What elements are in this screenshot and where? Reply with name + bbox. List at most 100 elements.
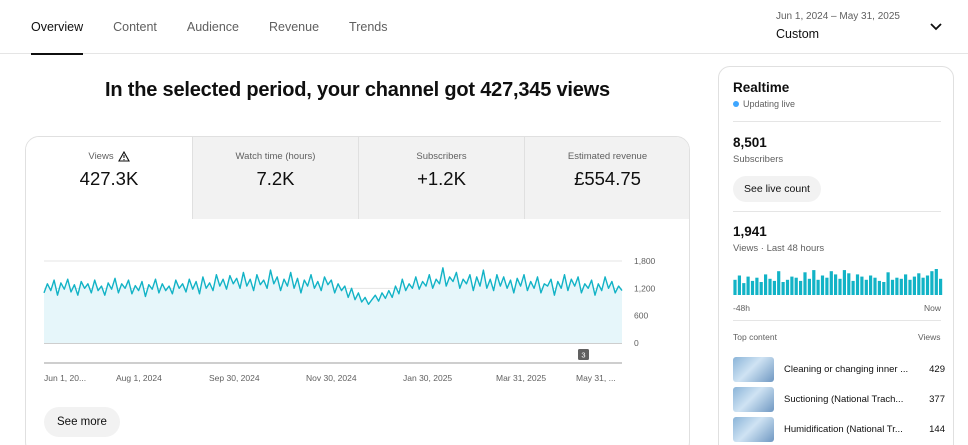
video-title: Suctioning (National Trach... [784, 393, 904, 405]
metric-value: 7.2K [256, 168, 295, 189]
video-views: 144 [929, 423, 945, 435]
realtime-bar [777, 271, 781, 295]
subscriber-count: 8,501 [733, 135, 767, 150]
realtime-bar [847, 273, 851, 295]
live-status-text: Updating live [743, 99, 796, 109]
metric-tabs: Views 427.3K Watch time (hours) 7.2K Sub… [26, 137, 689, 219]
realtime-bar [829, 271, 833, 295]
realtime-bar [812, 270, 816, 295]
top-content-label: Top content [733, 332, 777, 342]
see-more-button[interactable]: See more [44, 407, 120, 437]
x-tick-label: Sep 30, 2024 [209, 373, 260, 383]
views-series-line [43, 267, 623, 305]
realtime-views-count: 1,941 [733, 224, 767, 239]
annotation-marker [578, 349, 589, 360]
realtime-views-label: Views · Last 48 hours [733, 243, 825, 254]
video-thumbnail [733, 386, 774, 412]
metric-estimated-revenue[interactable]: Estimated revenue £554.75 [524, 137, 689, 219]
x-tick-label: Jan 30, 2025 [403, 373, 452, 383]
realtime-bar [737, 275, 741, 295]
chevron-down-icon[interactable] [928, 18, 944, 34]
realtime-title: Realtime [733, 80, 790, 95]
views-line-chart: 0 600 1,200 1,800 3 Jun 1, 20... Aug 1, 2024 Se… [43, 256, 656, 383]
realtime-bar [759, 282, 763, 295]
views-area [44, 267, 622, 343]
realtime-bar [908, 279, 912, 295]
realtime-bar [785, 279, 790, 295]
realtime-bar [768, 278, 772, 295]
realtime-bar [746, 276, 750, 295]
video-thumbnail [733, 416, 774, 442]
realtime-bar [764, 274, 768, 295]
realtime-bar [930, 271, 934, 295]
metric-watch-time[interactable]: Watch time (hours) 7.2K [192, 137, 358, 219]
realtime-bar [742, 283, 746, 295]
realtime-bar [733, 279, 737, 295]
date-range-label: Custom [776, 27, 820, 41]
metric-subscribers[interactable]: Subscribers +1.2K [358, 137, 524, 219]
date-range-picker[interactable]: Jun 1, 2024 – May 31, 2025 Custom [776, 11, 900, 41]
realtime-bar [838, 278, 842, 295]
metric-label: Subscribers [416, 151, 467, 162]
realtime-bar [750, 280, 755, 295]
realtime-bar [807, 278, 811, 295]
video-thumbnail [733, 356, 774, 382]
axis-end-label: Now [924, 303, 942, 313]
warning-triangle-icon[interactable] [117, 151, 130, 162]
metric-value: £554.75 [574, 168, 641, 189]
realtime-bar [820, 275, 825, 295]
metric-label: Estimated revenue [567, 151, 648, 162]
metric-label: Views [88, 151, 114, 162]
metric-views[interactable]: Views 427.3K [26, 137, 192, 219]
realtime-bar [781, 282, 785, 295]
tab-content[interactable]: Content [113, 20, 157, 34]
realtime-bar [890, 279, 895, 295]
realtime-bar [869, 275, 873, 295]
video-views: 429 [929, 363, 945, 375]
realtime-bar [803, 272, 807, 295]
realtime-bar [790, 276, 794, 295]
realtime-bar [904, 274, 908, 295]
tab-revenue[interactable]: Revenue [269, 20, 320, 34]
realtime-bar [899, 278, 903, 295]
analytics-tab-bar: Overview Content Audience Revenue Trends… [0, 0, 968, 55]
metric-value: 427.3K [79, 168, 139, 189]
divider [733, 320, 941, 321]
realtime-bar [855, 274, 860, 295]
realtime-bar [934, 269, 938, 295]
see-live-count-button[interactable]: See live count [733, 176, 821, 202]
top-content-row[interactable]: Humidification (National Tr... 144 [733, 415, 945, 443]
y-tick-label: 1,200 [634, 283, 656, 293]
divider [733, 121, 941, 122]
x-tick-label: Aug 1, 2024 [116, 373, 162, 383]
views-column-label: Views [918, 332, 941, 342]
tab-overview[interactable]: Overview [31, 0, 84, 55]
realtime-bar [842, 270, 846, 295]
realtime-bar [939, 278, 943, 295]
y-tick-label: 1,800 [634, 256, 656, 266]
subscriber-label: Subscribers [733, 154, 784, 165]
realtime-bar [834, 274, 838, 295]
x-tick-label: May 31, ... [576, 373, 616, 383]
realtime-bar [882, 282, 886, 295]
top-content-row[interactable]: Cleaning or changing inner ... 429 [733, 355, 945, 383]
realtime-bar [825, 277, 829, 295]
realtime-bar [925, 275, 930, 295]
overview-card: Views 427.3K Watch time (hours) 7.2K Sub… [25, 136, 690, 445]
date-range-text: Jun 1, 2024 – May 31, 2025 [776, 11, 900, 22]
y-tick-label: 0 [634, 338, 639, 348]
tab-trends[interactable]: Trends [349, 20, 388, 34]
top-content-row[interactable]: Suctioning (National Trach... 377 [733, 385, 945, 413]
tab-audience[interactable]: Audience [186, 20, 239, 34]
realtime-bar [860, 276, 864, 295]
realtime-bar [886, 272, 890, 295]
realtime-bar [895, 277, 899, 295]
x-tick-label: Nov 30, 2024 [306, 373, 357, 383]
video-title: Humidification (National Tr... [784, 423, 903, 435]
realtime-card: Realtime Updating live 8,501 Subscribers… [718, 66, 954, 445]
annotation-marker-label: 3 [581, 351, 585, 360]
realtime-bar [917, 273, 921, 295]
tab-list: Overview Content Audience Revenue Trends [31, 0, 418, 55]
realtime-bar [799, 280, 803, 295]
realtime-bar [877, 280, 881, 295]
